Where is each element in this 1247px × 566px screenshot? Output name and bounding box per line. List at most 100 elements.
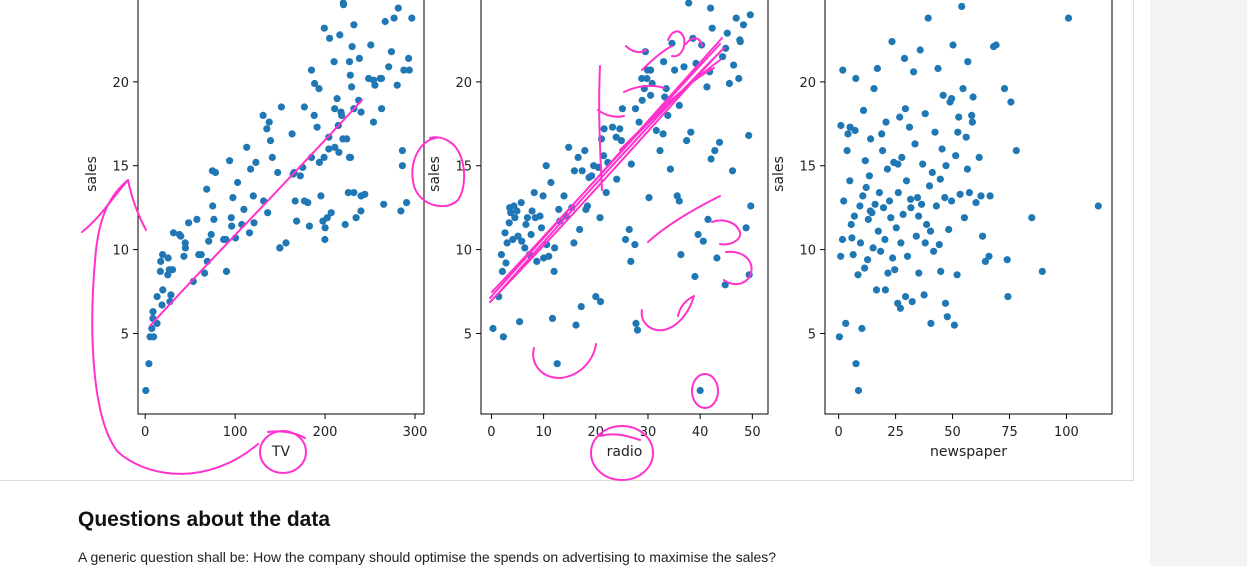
data-point xyxy=(320,153,328,161)
data-point xyxy=(581,147,589,155)
data-point xyxy=(205,237,213,245)
data-point xyxy=(643,74,651,83)
data-point xyxy=(913,194,922,202)
data-point xyxy=(943,313,951,321)
data-point xyxy=(723,29,731,37)
data-point xyxy=(859,192,867,200)
x-tick-label: 0 xyxy=(487,425,495,440)
data-point xyxy=(238,220,246,229)
data-point xyxy=(675,197,683,205)
x-tick-label: 100 xyxy=(223,425,248,440)
data-point xyxy=(968,118,977,126)
y-tick-label: 10 xyxy=(799,244,816,259)
data-point xyxy=(325,133,333,141)
x-tick-label: 300 xyxy=(403,425,428,440)
data-point xyxy=(846,177,854,185)
data-point xyxy=(393,81,401,89)
data-point xyxy=(954,128,962,136)
data-point xyxy=(570,239,578,247)
data-point xyxy=(742,224,750,232)
plot-frame xyxy=(824,0,1113,415)
data-point xyxy=(537,224,546,232)
data-point xyxy=(856,239,865,247)
data-point xyxy=(837,252,845,260)
data-point xyxy=(553,360,561,368)
data-point xyxy=(862,183,870,192)
data-point xyxy=(497,251,505,259)
data-point xyxy=(234,178,242,187)
data-point xyxy=(735,74,743,83)
data-point xyxy=(570,167,579,175)
scatter-panel-TV: 0 100 200 300 5 10 15 20 TV sales xyxy=(84,0,427,460)
data-point xyxy=(699,237,707,245)
data-point xyxy=(878,130,886,138)
data-point xyxy=(919,160,927,168)
data-point xyxy=(616,125,624,133)
data-point xyxy=(247,165,255,173)
data-point xyxy=(918,200,926,208)
data-point xyxy=(632,319,640,327)
data-point xyxy=(911,140,919,148)
data-point xyxy=(901,105,910,113)
data-point xyxy=(687,128,695,136)
data-point xyxy=(304,199,312,207)
data-point xyxy=(921,110,929,118)
data-point xyxy=(266,137,275,145)
y-tick-label: 20 xyxy=(799,76,816,91)
data-point xyxy=(894,160,902,168)
data-point xyxy=(942,162,950,170)
data-point xyxy=(912,232,920,240)
data-point xyxy=(350,189,358,197)
data-point xyxy=(385,63,393,71)
y-tick-label: 15 xyxy=(799,160,816,175)
data-point xyxy=(647,91,655,99)
data-point xyxy=(871,200,879,208)
data-point xyxy=(652,126,660,135)
data-point xyxy=(910,68,918,76)
data-point xyxy=(963,165,972,173)
data-point xyxy=(361,190,369,198)
data-point xyxy=(707,4,715,12)
data-point xyxy=(854,271,862,279)
data-point xyxy=(660,58,668,66)
data-point xyxy=(732,14,740,22)
data-point xyxy=(683,137,691,145)
data-point xyxy=(680,63,688,71)
data-point xyxy=(662,85,670,93)
data-point xyxy=(921,239,929,247)
data-point xyxy=(394,4,402,12)
x-tick-label: 75 xyxy=(1001,425,1018,440)
data-point xyxy=(403,199,411,207)
data-point xyxy=(338,111,346,119)
data-point xyxy=(516,318,524,326)
data-point xyxy=(343,135,351,143)
data-point xyxy=(528,207,536,215)
data-point xyxy=(661,93,669,101)
data-point xyxy=(498,267,506,275)
y-tick-label: 10 xyxy=(455,244,472,259)
data-point xyxy=(180,252,188,260)
data-point xyxy=(207,230,215,239)
data-point xyxy=(708,24,716,32)
data-point xyxy=(635,118,643,126)
data-point xyxy=(355,96,363,104)
x-axis-label: newspaper xyxy=(930,444,1007,460)
data-point xyxy=(837,121,845,130)
x-tick-label: 20 xyxy=(588,425,605,440)
data-point xyxy=(315,85,323,93)
data-point xyxy=(326,34,334,42)
data-point xyxy=(938,145,946,153)
data-point xyxy=(505,219,513,227)
data-point xyxy=(305,222,313,230)
data-point xyxy=(203,257,211,265)
data-point xyxy=(348,83,356,91)
data-point xyxy=(596,298,605,306)
data-point xyxy=(539,192,547,200)
data-point xyxy=(542,162,550,170)
data-point xyxy=(685,0,693,7)
data-point xyxy=(945,225,953,234)
data-point xyxy=(711,147,719,155)
data-point xyxy=(149,308,157,316)
data-point xyxy=(975,153,983,161)
data-point xyxy=(296,172,304,180)
